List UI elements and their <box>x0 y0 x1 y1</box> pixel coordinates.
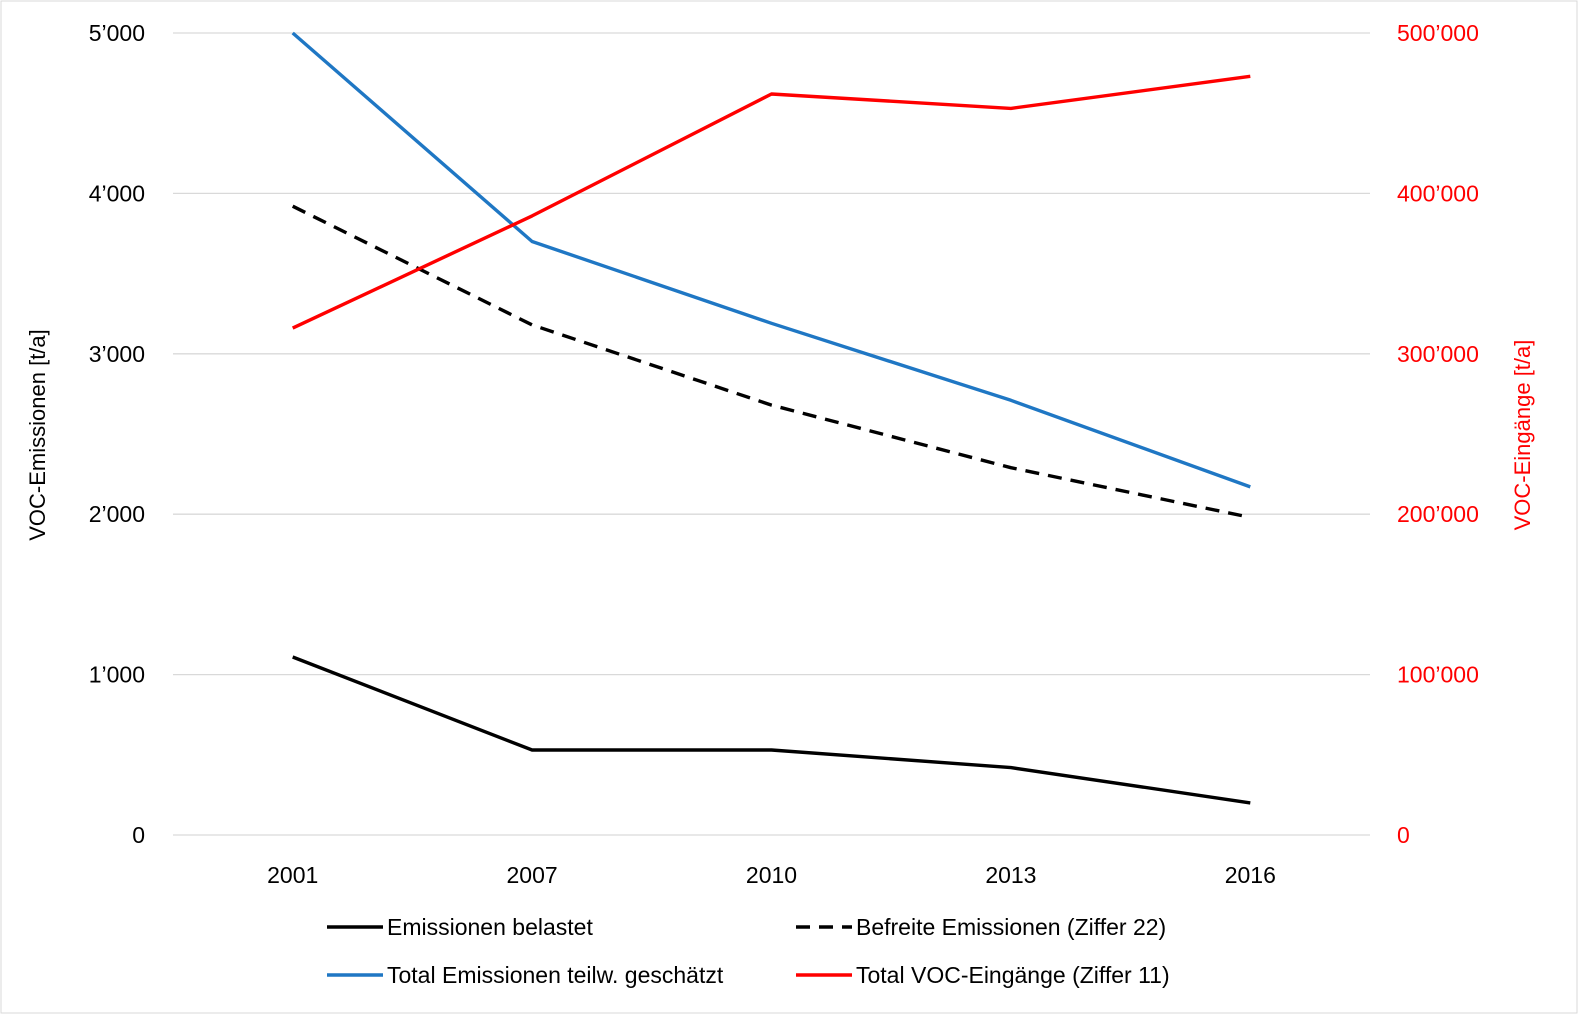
x-tick-label: 2010 <box>746 862 797 888</box>
series-line-0 <box>292 655 1251 805</box>
right-tick-label: 200’000 <box>1397 501 1479 527</box>
series-line-1 <box>291 204 1251 520</box>
legend-label: Befreite Emissionen (Ziffer 22) <box>856 914 1166 940</box>
right-tick-label: 0 <box>1397 822 1410 848</box>
left-tick-label: 0 <box>132 822 145 848</box>
left-axis-title: VOC-Emissionen [t/a] <box>25 329 50 541</box>
x-tick-label: 2001 <box>267 862 318 888</box>
legend-item-1: Befreite Emissionen (Ziffer 22) <box>796 914 1166 940</box>
left-tick-label: 2’000 <box>89 501 145 527</box>
left-tick-label: 5’000 <box>89 20 145 46</box>
left-axis-ticks: 0 1’000 2’000 3’000 4’000 5’000 <box>89 20 145 848</box>
legend: Emissionen belastet Befreite Emissionen (… <box>327 914 1170 988</box>
series-line-3 <box>291 74 1251 330</box>
gridlines <box>173 32 1370 836</box>
right-tick-label: 400’000 <box>1397 180 1479 206</box>
x-tick-label: 2016 <box>1225 862 1276 888</box>
series-line-2 <box>291 31 1251 489</box>
right-axis-title: VOC-Eingänge [t/a] <box>1510 340 1535 531</box>
series-lines <box>291 31 1251 805</box>
legend-label: Total Emissionen teilw. geschätzt <box>387 962 724 988</box>
right-axis-ticks: 0 100’000 200’000 300’000 400’000 500’000 <box>1397 20 1479 848</box>
legend-item-3: Total VOC-Eingänge (Ziffer 11) <box>796 962 1170 988</box>
x-tick-label: 2013 <box>985 862 1036 888</box>
left-tick-label: 4’000 <box>89 180 145 206</box>
left-tick-label: 3’000 <box>89 341 145 367</box>
legend-item-0: Emissionen belastet <box>327 914 593 940</box>
right-tick-label: 100’000 <box>1397 662 1479 688</box>
legend-label: Total VOC-Eingänge (Ziffer 11) <box>856 962 1170 988</box>
right-tick-label: 500’000 <box>1397 20 1479 46</box>
legend-label: Emissionen belastet <box>387 914 593 940</box>
x-tick-label: 2007 <box>507 862 558 888</box>
x-axis-ticks: 2001 2007 2010 2013 2016 <box>267 862 1276 888</box>
right-tick-label: 300’000 <box>1397 341 1479 367</box>
legend-item-2: Total Emissionen teilw. geschätzt <box>327 962 724 988</box>
left-tick-label: 1’000 <box>89 662 145 688</box>
